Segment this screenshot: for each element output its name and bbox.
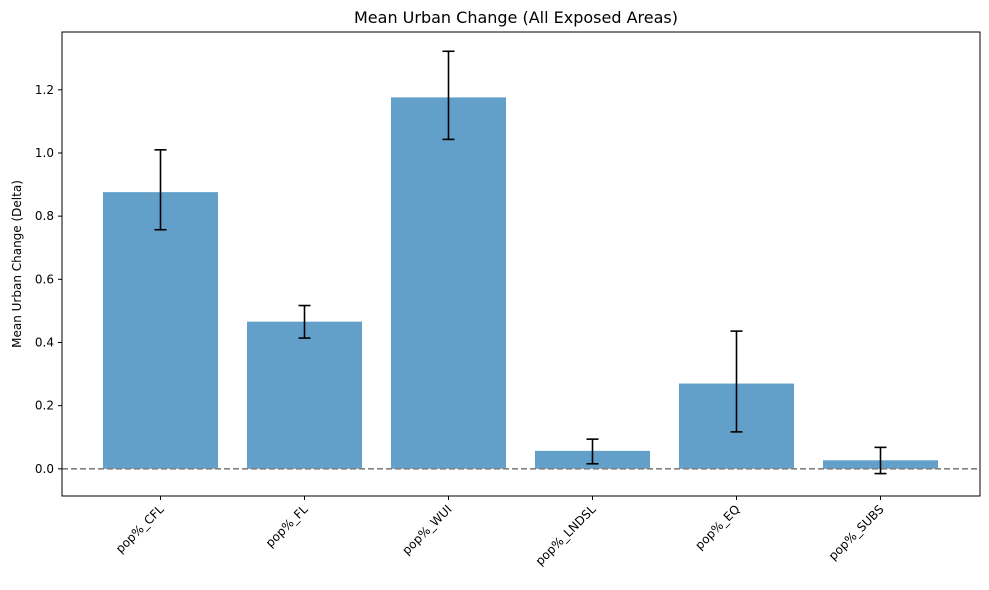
y-axis-label: Mean Urban Change (Delta): [10, 180, 24, 348]
x-tick-label-0: pop%_CFL: [113, 502, 167, 556]
x-tick-label-5: pop%_SUBS: [826, 502, 887, 563]
y-tick-label-3: 0.6: [35, 272, 54, 286]
bar-3: [391, 97, 506, 469]
y-tick-label-1: 0.2: [35, 399, 54, 413]
y-tick-label-6: 1.2: [35, 83, 54, 97]
x-tick-label-4: pop%_EQ: [692, 502, 742, 552]
plot-area: 0.0 0.2 0.4 0.6 0.8 1.0 1.2 pop%_CFL pop%_FL pop%…: [35, 31, 981, 568]
y-tick-label-0: 0.0: [35, 462, 54, 476]
bar-1: [103, 192, 218, 469]
axes-frame: [61, 31, 981, 497]
y-tick-label-5: 1.0: [35, 146, 54, 160]
bar-2: [247, 321, 362, 469]
y-tick-label-4: 0.8: [35, 209, 54, 223]
x-tick-label-2: pop%_WUI: [399, 502, 454, 557]
x-tick-label-3: pop%_LNDSL: [533, 502, 599, 568]
x-tick-label-1: pop%_FL: [263, 502, 311, 550]
chart-title: Mean Urban Change (All Exposed Areas): [354, 8, 678, 27]
y-tick-label-2: 0.4: [35, 335, 54, 349]
